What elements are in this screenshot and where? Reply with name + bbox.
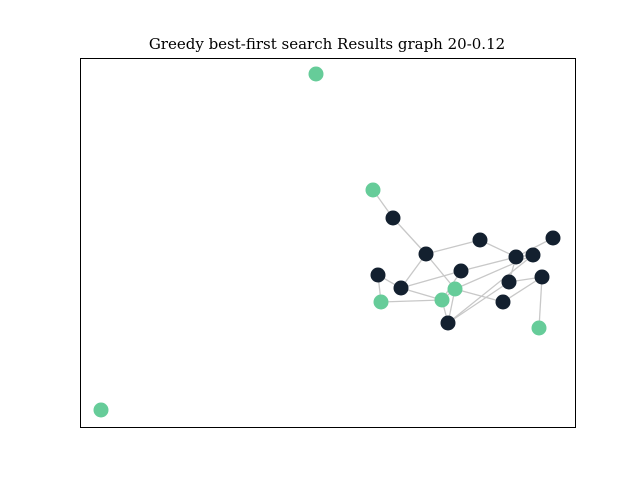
- graph-node-visited: [365, 182, 381, 198]
- node-layer: [93, 66, 561, 418]
- graph-node: [393, 280, 409, 296]
- graph-node: [501, 274, 517, 290]
- graph-edge: [502, 276, 543, 303]
- graph-node: [534, 269, 550, 285]
- graph-node-visited: [434, 292, 450, 308]
- graph-node-visited: [531, 320, 547, 336]
- graph-node: [508, 249, 524, 265]
- graph-edge: [460, 256, 517, 272]
- graph-node: [385, 210, 401, 226]
- graph-edge: [538, 276, 543, 329]
- graph-edge: [425, 253, 456, 290]
- graph-node: [495, 294, 511, 310]
- graph-node: [545, 230, 561, 246]
- graph-edge: [454, 288, 504, 303]
- graph-node: [440, 315, 456, 331]
- graph-node: [370, 267, 386, 283]
- graph-edge: [425, 239, 481, 255]
- graph-node: [525, 247, 541, 263]
- plot-frame: [80, 58, 576, 428]
- graph-node: [453, 263, 469, 279]
- graph-edge: [447, 281, 510, 324]
- graph-node-visited: [93, 402, 109, 418]
- graph-edge: [392, 217, 427, 255]
- graph-edge: [400, 270, 462, 289]
- edge-layer: [372, 189, 554, 329]
- graph-node: [472, 232, 488, 248]
- graph-node-visited: [308, 66, 324, 82]
- figure-title: Greedy best-first search Results graph 2…: [149, 35, 505, 53]
- graph-node-visited: [373, 294, 389, 310]
- graph-edge: [380, 299, 443, 303]
- graph-edge: [447, 254, 534, 324]
- graph-node-visited: [447, 281, 463, 297]
- graph-node: [418, 246, 434, 262]
